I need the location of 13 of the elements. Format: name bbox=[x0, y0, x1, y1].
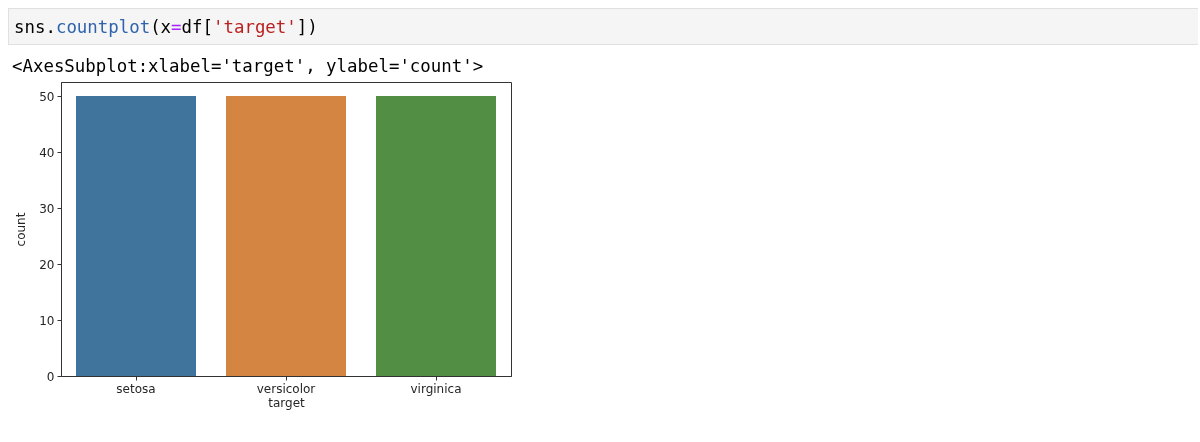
y-tick-label: 0 bbox=[46, 369, 55, 384]
y-tick-label: 30 bbox=[39, 201, 55, 216]
x-tick-label: versicolor bbox=[256, 381, 316, 396]
x-tick-label: virginica bbox=[410, 381, 462, 396]
y-tick-label: 40 bbox=[39, 145, 55, 160]
x-axis-title: target bbox=[268, 395, 306, 410]
x-tick-label: setosa bbox=[116, 381, 156, 396]
y-tick-label: 10 bbox=[39, 313, 55, 328]
y-tick-label: 20 bbox=[39, 257, 55, 272]
text: <AxesSubplot:xlabel='target', ylabel='count'> bbox=[12, 55, 484, 77]
y-tick-label: 50 bbox=[39, 89, 55, 104]
y-axis-title: count bbox=[14, 212, 29, 247]
text: sns.countplot(x=df['target']) bbox=[14, 16, 318, 38]
